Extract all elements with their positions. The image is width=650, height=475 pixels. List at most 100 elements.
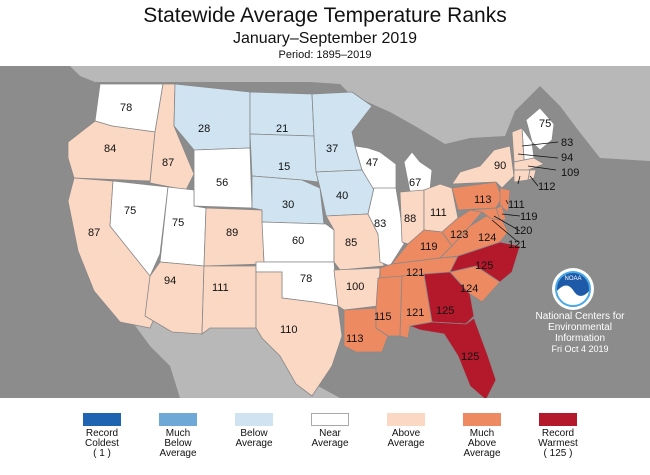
state-nv[interactable] bbox=[109, 180, 169, 277]
leader-lines bbox=[491, 141, 559, 243]
rank-wy: 56 bbox=[216, 177, 228, 189]
state-mt[interactable] bbox=[173, 83, 251, 151]
rank-az: 94 bbox=[164, 275, 176, 287]
state-nm[interactable] bbox=[201, 265, 257, 335]
rank-nc: 125 bbox=[475, 260, 493, 272]
canada-land bbox=[70, 66, 650, 161]
rank-va: 124 bbox=[478, 232, 496, 244]
state-wi[interactable] bbox=[354, 145, 397, 191]
noaa-logo-text: NOAA bbox=[564, 276, 581, 282]
rank-tn: 121 bbox=[406, 267, 424, 279]
rank-ny: 90 bbox=[494, 160, 506, 172]
credit-org-line3: Information bbox=[554, 333, 606, 344]
legend-label-line1: Record bbox=[85, 428, 119, 439]
rank-la: 113 bbox=[346, 333, 364, 345]
legend-item-record-coldest: Record Coldest ( 1 ) bbox=[72, 413, 132, 459]
legend-label-line3: ( 1 ) bbox=[93, 448, 111, 459]
rank-me: 75 bbox=[539, 118, 551, 130]
leader-nh bbox=[521, 141, 559, 147]
state-ny[interactable] bbox=[451, 145, 515, 189]
rank-nd: 21 bbox=[276, 123, 288, 135]
legend-label-line3: Average bbox=[159, 448, 197, 459]
rank-pa: 113 bbox=[474, 194, 492, 206]
state-ri[interactable] bbox=[527, 169, 537, 181]
credit-org-line1: National Centers for bbox=[535, 311, 625, 322]
legend-label-line2: Coldest bbox=[85, 438, 119, 449]
rank-ok: 78 bbox=[300, 273, 312, 285]
legend-item-above: Above Average bbox=[376, 413, 436, 449]
rank-tx: 110 bbox=[280, 324, 298, 336]
state-vt[interactable] bbox=[511, 127, 525, 163]
rank-ut: 75 bbox=[172, 217, 184, 229]
legend-label-line1: Near bbox=[319, 428, 341, 439]
rank-oh: 111 bbox=[430, 207, 447, 219]
rank-or: 84 bbox=[104, 143, 116, 155]
rank-mi: 67 bbox=[409, 177, 421, 189]
legend-swatch-below bbox=[235, 413, 273, 426]
rank-al: 121 bbox=[406, 307, 424, 319]
rank-il: 83 bbox=[374, 218, 386, 230]
state-pa[interactable] bbox=[451, 181, 503, 211]
state-nj[interactable] bbox=[499, 187, 511, 213]
leader-ma bbox=[527, 165, 557, 171]
state-nc[interactable] bbox=[449, 241, 521, 283]
state-md[interactable] bbox=[469, 207, 501, 221]
rank-ca: 87 bbox=[88, 227, 100, 239]
legend-swatch-near bbox=[311, 413, 349, 426]
state-ms[interactable] bbox=[375, 275, 403, 337]
leader-vt bbox=[517, 153, 559, 159]
rank-wi: 47 bbox=[366, 157, 378, 169]
leader-nj bbox=[505, 199, 509, 205]
legend-label-line3: Average bbox=[463, 448, 501, 459]
rank-wa: 78 bbox=[120, 102, 132, 114]
legend-swatch-much-above bbox=[463, 413, 501, 426]
rank-vt: 94 bbox=[561, 152, 573, 164]
noaa-logo: NOAA bbox=[552, 268, 594, 310]
rank-in: 88 bbox=[404, 213, 416, 225]
credit-date: Fri Oct 4 2019 bbox=[551, 344, 609, 354]
legend-label-line1: Much bbox=[469, 428, 495, 439]
rank-ga: 125 bbox=[436, 305, 454, 317]
legend-label-line3: ( 125 ) bbox=[543, 448, 573, 459]
leader-md bbox=[493, 215, 521, 232]
rank-ms: 115 bbox=[374, 311, 392, 323]
legend-item-near: Near Average bbox=[300, 413, 360, 449]
rank-ar: 100 bbox=[346, 281, 364, 293]
legend-label-line2: Average bbox=[387, 438, 425, 449]
state-ar[interactable] bbox=[333, 267, 381, 311]
rank-ky: 119 bbox=[420, 241, 438, 253]
credit-org-line2: Environmental bbox=[548, 322, 612, 333]
rank-nm: 111 bbox=[212, 282, 229, 294]
legend-label-line2: Below bbox=[164, 438, 192, 449]
period-label: Period: 1895–2019 bbox=[278, 49, 372, 61]
rank-ct-ri: 112 bbox=[538, 181, 556, 193]
leader-ct bbox=[517, 175, 521, 185]
legend-swatch-above bbox=[387, 413, 425, 426]
legend-label-line1: Above bbox=[391, 428, 421, 439]
rank-fl: 125 bbox=[461, 351, 479, 363]
rank-nj: 111 bbox=[508, 199, 525, 211]
state-va[interactable] bbox=[438, 215, 509, 259]
state-tx[interactable] bbox=[255, 271, 343, 397]
rank-sc: 124 bbox=[460, 283, 478, 295]
rank-nv: 75 bbox=[124, 205, 136, 217]
rank-ia: 40 bbox=[336, 190, 348, 202]
rank-md: 120 bbox=[514, 225, 532, 237]
rank-co: 89 bbox=[226, 227, 238, 239]
legend-item-much-above: Much Above Average bbox=[452, 413, 512, 459]
state-fl[interactable] bbox=[408, 317, 497, 398]
legend-label-line2: Average bbox=[311, 438, 349, 449]
legend-label-line2: Warmest bbox=[538, 438, 578, 449]
map-subtitle: January–September 2019 bbox=[232, 30, 418, 47]
rank-id: 87 bbox=[162, 157, 174, 169]
rank-mn: 37 bbox=[326, 143, 338, 155]
rank-mt: 28 bbox=[198, 123, 210, 135]
leader-dc bbox=[491, 219, 519, 243]
state-sd[interactable] bbox=[249, 133, 319, 183]
rank-nh: 83 bbox=[561, 137, 573, 149]
legend-label-line2: Above bbox=[467, 438, 497, 449]
legend-swatch-much-below bbox=[159, 413, 197, 426]
legend-label-line1: Below bbox=[240, 428, 268, 439]
legend-label-line1: Record bbox=[541, 428, 575, 439]
legend-item-much-below: Much Below Average bbox=[148, 413, 208, 459]
